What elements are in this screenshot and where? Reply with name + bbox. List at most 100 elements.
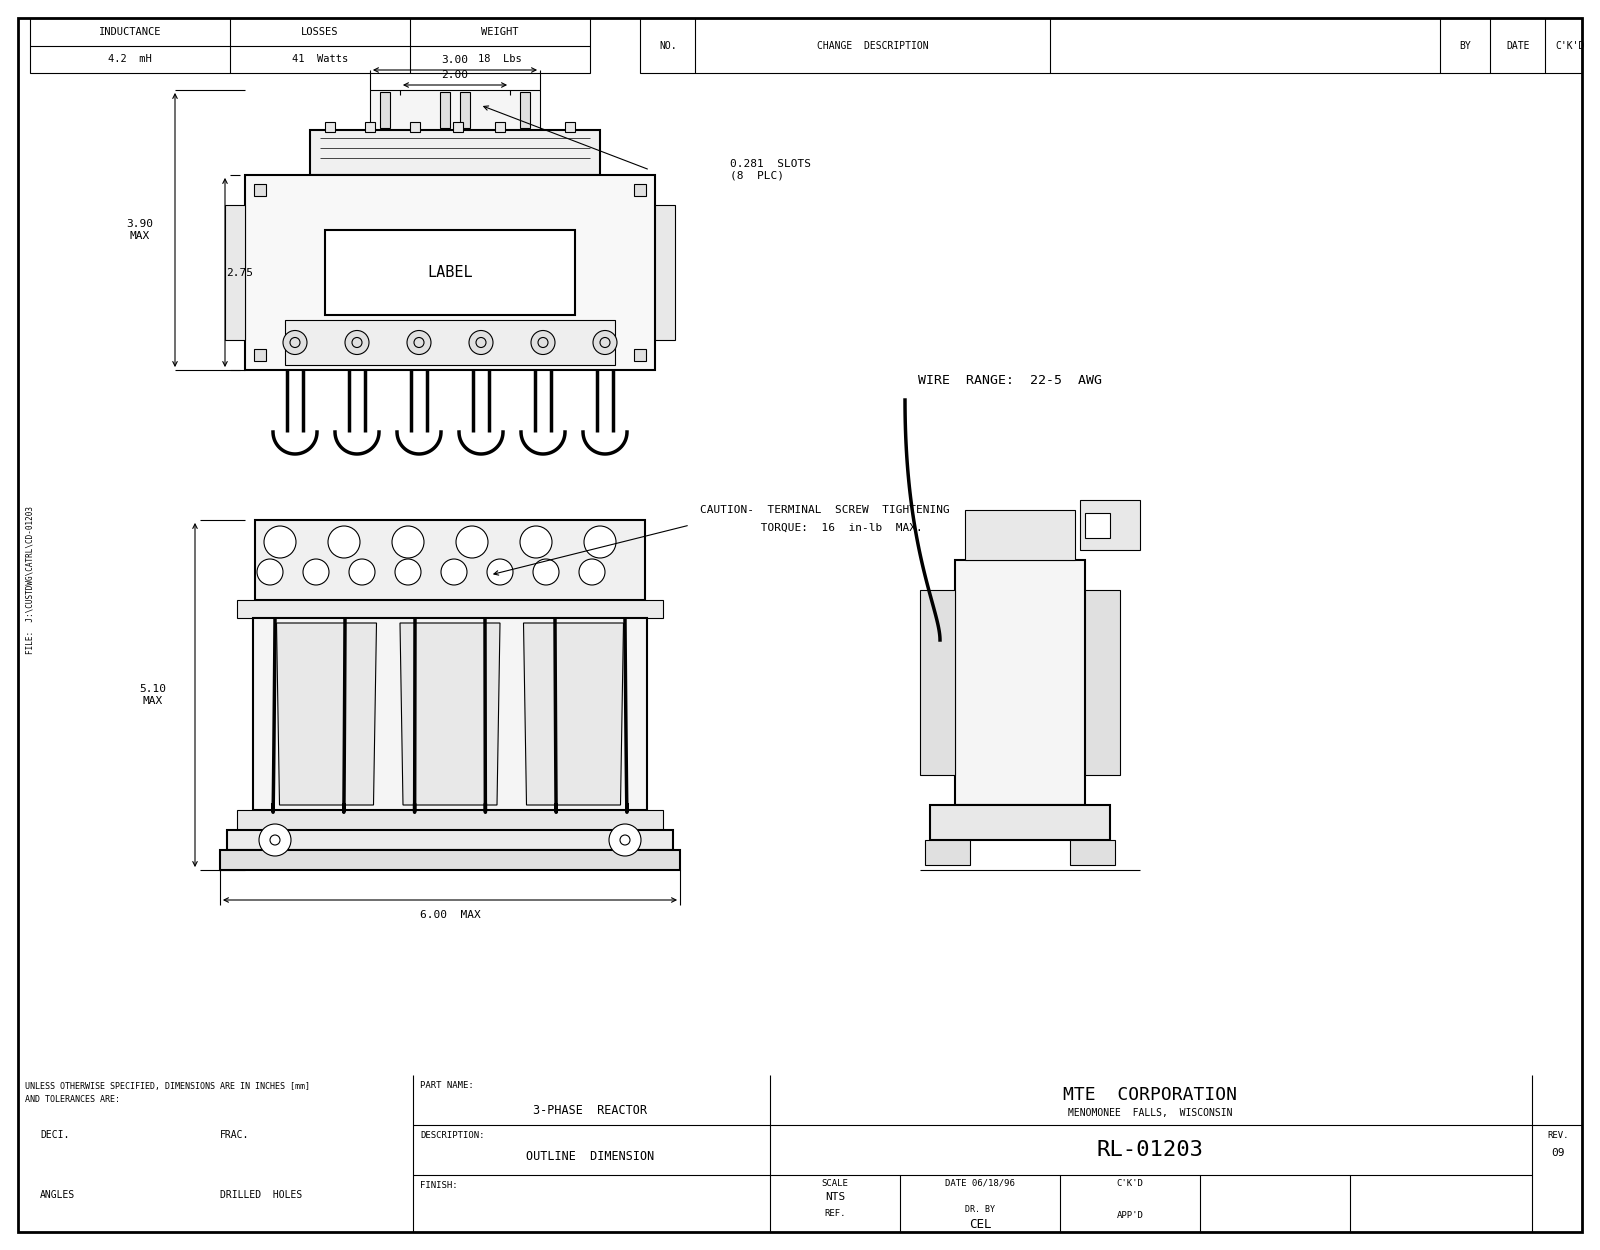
Bar [1070,840,1115,865]
Bar [1080,500,1139,550]
Circle shape [456,526,488,558]
Text: CAUTION-  TERMINAL  SCREW  TIGHTENING: CAUTION- TERMINAL SCREW TIGHTENING [701,505,950,515]
Polygon shape [277,622,376,805]
Circle shape [520,526,552,558]
Bar [237,810,662,830]
Text: OUTLINE  DIMENSION: OUTLINE DIMENSION [526,1150,654,1164]
Text: MTE  CORPORATION: MTE CORPORATION [1062,1086,1237,1104]
Bar [640,18,1582,72]
Text: 09: 09 [1552,1148,1565,1158]
Text: 2.00: 2.00 [442,70,469,80]
Text: DATE 06/18/96: DATE 06/18/96 [946,1179,1014,1188]
Text: CEL: CEL [968,1219,992,1231]
Bar [325,122,334,132]
Circle shape [283,330,307,355]
Bar [955,560,1085,805]
Text: 3.90
MAX: 3.90 MAX [126,219,154,241]
Text: 2.75: 2.75 [227,268,253,278]
Bar [634,349,646,361]
Text: LABEL: LABEL [427,265,474,280]
Polygon shape [523,622,624,805]
Text: BY: BY [1459,41,1470,51]
Text: WIRE  RANGE:  22-5  AWG: WIRE RANGE: 22-5 AWG [918,374,1102,386]
Bar [520,92,530,128]
Text: FILE:  J:\CUSTDWG\CATRL\CD-01203: FILE: J:\CUSTDWG\CATRL\CD-01203 [26,506,35,654]
Bar [453,122,462,132]
Bar [310,130,600,175]
Text: FINISH:: FINISH: [419,1180,458,1190]
Text: MENOMONEE  FALLS,  WISCONSIN: MENOMONEE FALLS, WISCONSIN [1067,1108,1232,1118]
Circle shape [346,330,370,355]
Circle shape [258,559,283,585]
Bar [965,510,1075,560]
Bar [254,520,645,600]
Circle shape [533,559,558,585]
Bar [30,18,590,72]
Bar [440,92,450,128]
Text: APP'D: APP'D [1117,1210,1144,1220]
Bar [370,90,541,130]
Bar [237,600,662,618]
Text: DATE: DATE [1506,41,1530,51]
Text: INDUCTANCE: INDUCTANCE [99,28,162,38]
Bar [565,122,574,132]
Bar [226,205,245,340]
Text: FRAC.: FRAC. [221,1130,250,1140]
Circle shape [594,330,618,355]
Circle shape [469,330,493,355]
Text: CHANGE  DESCRIPTION: CHANGE DESCRIPTION [818,41,930,51]
Text: RL-01203: RL-01203 [1096,1140,1203,1160]
Text: 4.2  mH: 4.2 mH [109,54,152,64]
Text: 0.281  SLOTS
(8  PLC): 0.281 SLOTS (8 PLC) [730,159,811,181]
Polygon shape [400,622,499,805]
Bar [254,184,266,196]
Text: DESCRIPTION:: DESCRIPTION: [419,1130,485,1140]
Bar [365,122,374,132]
Text: LOSSES: LOSSES [301,28,339,38]
Bar [253,618,646,810]
Circle shape [259,824,291,856]
Bar [221,850,680,870]
Text: C'K'D: C'K'D [1555,41,1584,51]
Bar [325,230,574,315]
Text: REV.: REV. [1547,1130,1568,1140]
Text: 3-PHASE  REACTOR: 3-PHASE REACTOR [533,1104,646,1116]
Bar [925,840,970,865]
Bar [634,184,646,196]
Bar [920,590,955,775]
Text: 41  Watts: 41 Watts [291,54,349,64]
Text: 5.10
MAX: 5.10 MAX [139,684,166,706]
Bar [381,92,390,128]
Bar [1085,590,1120,775]
Circle shape [328,526,360,558]
Circle shape [579,559,605,585]
Text: DECI.: DECI. [40,1130,69,1140]
Text: 3.00: 3.00 [442,55,469,65]
Bar [285,320,614,365]
Text: SCALE: SCALE [821,1179,848,1188]
Bar [410,122,419,132]
Text: NO.: NO. [659,41,677,51]
Bar [245,175,654,370]
Bar [254,349,266,361]
Circle shape [392,526,424,558]
Bar [461,92,470,128]
Circle shape [406,330,430,355]
Circle shape [610,824,642,856]
Bar [654,205,675,340]
Circle shape [349,559,374,585]
Circle shape [302,559,330,585]
Text: REF.: REF. [824,1209,846,1218]
Bar [227,830,674,850]
Circle shape [395,559,421,585]
Circle shape [486,559,514,585]
Circle shape [531,330,555,355]
Bar [930,805,1110,840]
Text: DR. BY: DR. BY [965,1205,995,1215]
Bar [494,122,506,132]
Circle shape [264,526,296,558]
Text: C'K'D: C'K'D [1117,1179,1144,1188]
Bar [1085,512,1110,538]
Text: PART NAME:: PART NAME: [419,1080,474,1090]
Text: ANGLES: ANGLES [40,1190,75,1200]
